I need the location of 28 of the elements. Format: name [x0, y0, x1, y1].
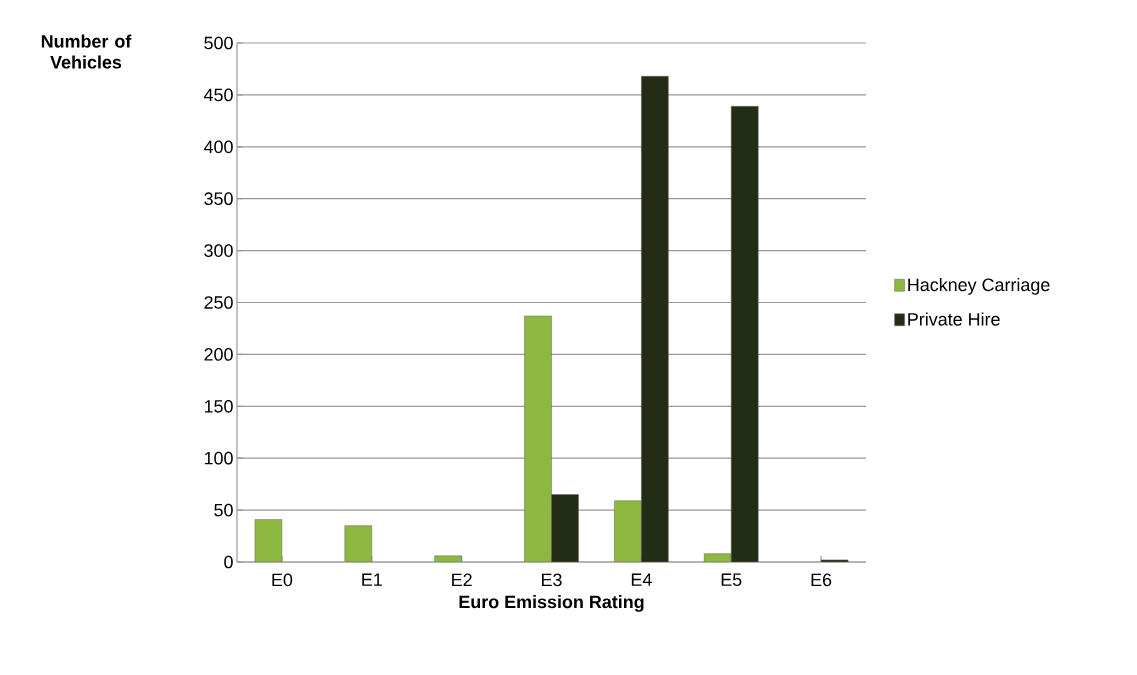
bar [614, 500, 642, 562]
x-tick-label: E6 [811, 573, 832, 587]
bar [641, 75, 669, 562]
legend-label: Private Hire [908, 312, 1000, 326]
y-tick-label: 400 [203, 140, 233, 154]
x-tick-label: E3 [542, 573, 562, 587]
y-tick-label: 200 [204, 348, 233, 361]
bar [344, 525, 373, 562]
y-tick-label: 250 [204, 296, 233, 309]
bar [551, 494, 579, 562]
legend-label: Hackney Carriage [908, 278, 1050, 295]
y-tick-label: 0 [224, 555, 233, 569]
y-tick-label: 150 [204, 399, 233, 413]
bar [730, 106, 759, 562]
x-axis-title: Euro Emission Rating [459, 595, 644, 612]
y-tick-label: 100 [204, 451, 233, 465]
y-tick-label: 300 [204, 244, 233, 257]
x-tick-label: E2 [452, 573, 472, 587]
x-tick-label: E5 [721, 573, 742, 587]
x-tick-label: E4 [631, 573, 652, 586]
x-tick-label: E0 [272, 573, 293, 587]
y-tick-label: 350 [204, 192, 233, 206]
y-axis-title: Number of Vehicles [41, 34, 132, 69]
y-tick-label: 50 [214, 503, 233, 517]
bar [524, 315, 552, 562]
y-tick-label: 450 [203, 88, 233, 102]
y-tick-label: 500 [204, 36, 233, 50]
x-tick-label: E1 [362, 573, 382, 586]
